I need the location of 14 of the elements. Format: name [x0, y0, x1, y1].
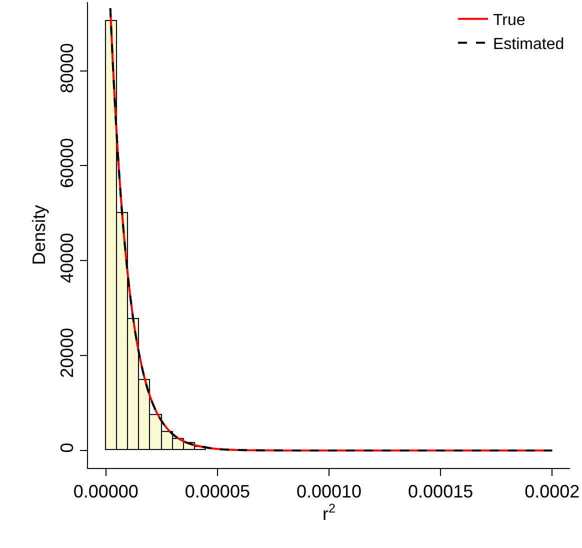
y-tick-label: 40000 — [56, 232, 77, 283]
x-axis-title: r$^{2}$ — [322, 502, 336, 524]
y-tick-label: 60000 — [56, 138, 77, 188]
legend-label: Estimated — [493, 36, 564, 53]
x-tick-label: 0.00005 — [184, 482, 250, 502]
y-tick-label: 20000 — [56, 328, 77, 378]
x-tick-label: 0.00000 — [73, 482, 138, 502]
legend-label: True — [493, 12, 526, 30]
y-axis-title: Density — [29, 204, 49, 266]
x-tick-label: 0.00015 — [408, 482, 474, 502]
x-tick-label: 0.00010 — [296, 482, 362, 502]
y-tick-label: 80000 — [56, 43, 77, 94]
x-tick-label: 0.0002 — [524, 482, 580, 502]
y-tick-label: 0 — [56, 442, 77, 453]
